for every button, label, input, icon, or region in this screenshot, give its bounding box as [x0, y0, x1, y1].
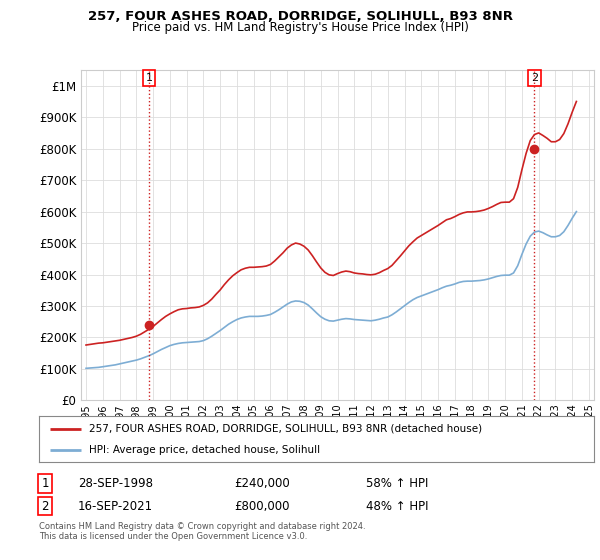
Text: 48% ↑ HPI: 48% ↑ HPI [366, 500, 428, 512]
Text: 1: 1 [145, 73, 152, 83]
Text: 2: 2 [531, 73, 538, 83]
Text: Price paid vs. HM Land Registry's House Price Index (HPI): Price paid vs. HM Land Registry's House … [131, 21, 469, 34]
Text: £240,000: £240,000 [234, 477, 290, 490]
Text: 28-SEP-1998: 28-SEP-1998 [78, 477, 153, 490]
Text: 58% ↑ HPI: 58% ↑ HPI [366, 477, 428, 490]
Text: 2: 2 [41, 500, 49, 512]
Text: 1: 1 [41, 477, 49, 490]
Text: £800,000: £800,000 [234, 500, 290, 512]
Text: 257, FOUR ASHES ROAD, DORRIDGE, SOLIHULL, B93 8NR: 257, FOUR ASHES ROAD, DORRIDGE, SOLIHULL… [88, 10, 512, 23]
Text: Contains HM Land Registry data © Crown copyright and database right 2024.
This d: Contains HM Land Registry data © Crown c… [39, 522, 365, 542]
Text: HPI: Average price, detached house, Solihull: HPI: Average price, detached house, Soli… [89, 445, 320, 455]
Text: 257, FOUR ASHES ROAD, DORRIDGE, SOLIHULL, B93 8NR (detached house): 257, FOUR ASHES ROAD, DORRIDGE, SOLIHULL… [89, 424, 482, 434]
Text: 16-SEP-2021: 16-SEP-2021 [78, 500, 153, 512]
